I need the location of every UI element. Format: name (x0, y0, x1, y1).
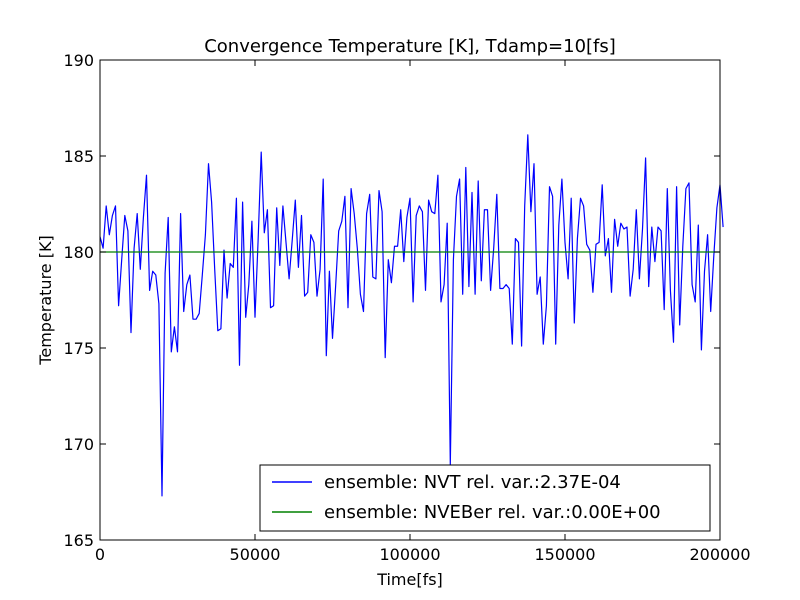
y-tick-label: 190 (63, 51, 94, 70)
legend-entry-0: ensemble: NVT rel. var.:2.37E-04 (324, 472, 621, 493)
x-tick-label: 100000 (379, 545, 440, 564)
y-tick-label: 170 (63, 435, 94, 454)
x-axis-label: Time[fs] (376, 570, 443, 589)
chart-title: Convergence Temperature [K], Tdamp=10[fs… (204, 36, 616, 57)
series-line-0 (99, 134, 724, 497)
y-tick-label: 185 (63, 147, 94, 166)
y-tick-label: 175 (63, 339, 94, 358)
x-tick-label: 200000 (689, 545, 750, 564)
x-tick-label: 50000 (230, 545, 281, 564)
y-tick-label: 165 (63, 531, 94, 550)
legend-box (259, 464, 711, 532)
y-tick-label: 180 (63, 243, 94, 262)
legend-entry-1: ensemble: NVEBer rel. var.:0.00E+00 (324, 502, 661, 523)
x-tick-label: 150000 (534, 545, 595, 564)
legend: ensemble: NVT rel. var.:2.37E-04 ensemble… (259, 464, 711, 532)
x-tick-label: 0 (95, 545, 105, 564)
axis-ticks: 0 50000 100000 150000 200000 165 170 175 180 185 1… (63, 51, 750, 564)
y-axis-label: Temperature [K] (36, 235, 55, 365)
